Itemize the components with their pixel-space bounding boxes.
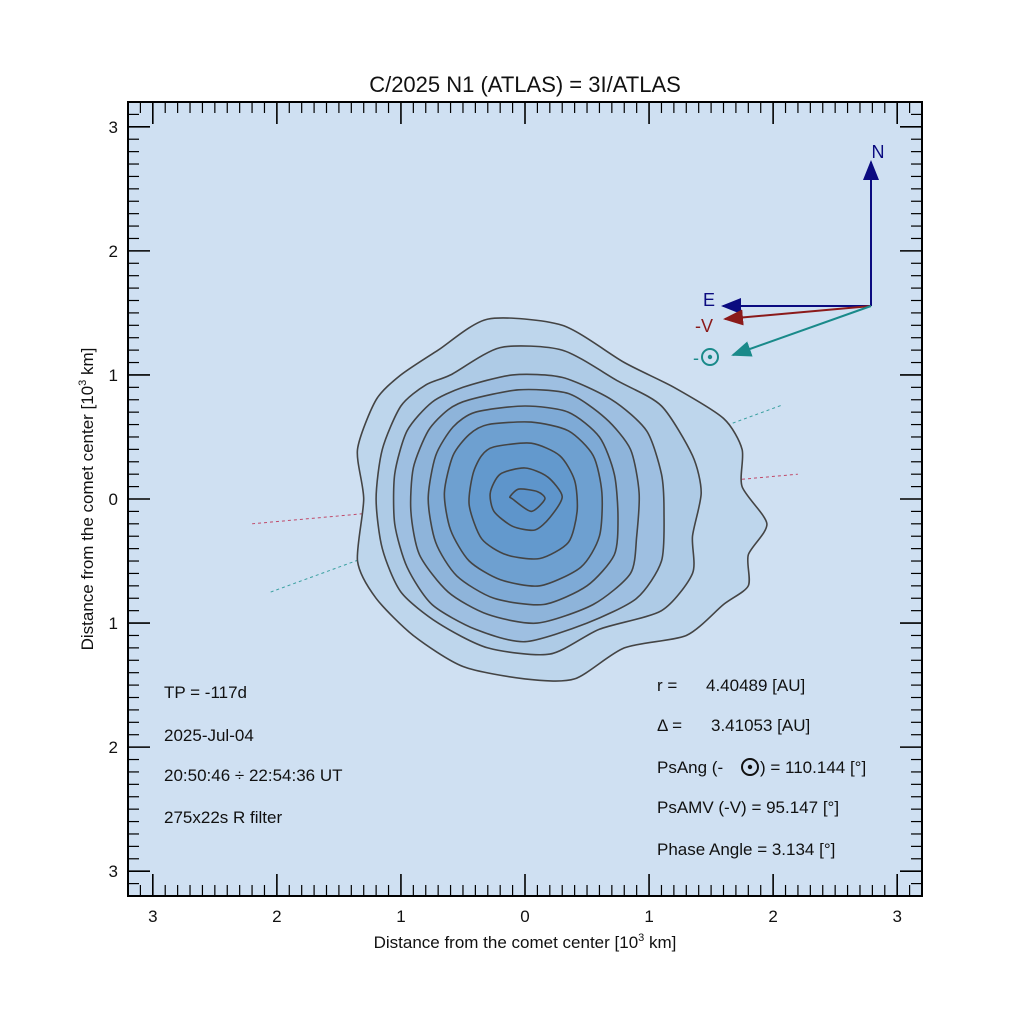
y-tick-label: 2 [109,738,118,757]
anti-sun-symbol-dot [707,354,713,360]
north-label: N [872,142,885,162]
anti-sun-arrow [731,305,872,357]
contour-level-9 [509,488,546,513]
east-label: E [703,290,715,310]
y-tick-label: 0 [109,490,118,509]
time-range-text: 20:50:46 ÷ 22:54:36 UT [164,766,343,785]
x-tick-label: 2 [768,907,777,926]
x-tick-label: 1 [644,907,653,926]
minus-v-arrow [723,305,872,326]
y-tick-label: 1 [109,366,118,385]
anti-sun-symbol-icon [701,348,719,366]
chart-title: C/2025 N1 (ATLAS) = 3I/ATLAS [369,72,681,97]
sun-symbol-dot [747,764,753,770]
y-tick-label: 3 [109,862,118,881]
x-tick-label: 2 [272,907,281,926]
r-value: 4.40489 [AU] [706,676,805,695]
orientation-arrows: N E -V - [693,142,885,368]
psang-label-pre: PsAng (- [657,758,723,777]
x-tick-label: 1 [396,907,405,926]
tp-text: TP = -117d [164,683,247,702]
x-axis-label: Distance from the comet center [103 km] [374,932,677,952]
y-tick-label: 2 [109,242,118,261]
phase-angle-text: Phase Angle = 3.134 [°] [657,840,835,859]
date-text: 2025-Jul-04 [164,726,254,745]
r-label: r = [657,676,677,695]
observation-info: TP = -117d 2025-Jul-04 20:50:46 ÷ 22:54:… [164,683,343,827]
psamv-text: PsAMV (-V) = 95.147 [°] [657,798,839,817]
exposure-text: 275x22s R filter [164,808,282,827]
x-tick-label: 3 [148,907,157,926]
y-axis-label: Distance from the comet center [103 km] [77,348,97,651]
y-tick-label: 3 [109,118,118,137]
psang-label-post: ) = 110.144 [°] [760,758,866,777]
x-tick-label: 0 [520,907,529,926]
delta-label: Δ = [657,716,682,735]
geometry-parameters: r = 4.40489 [AU] Δ = 3.41053 [AU] PsAng … [657,676,866,859]
anti-sun-label: - [693,348,699,368]
y-tick-label: 1 [109,614,118,633]
contour-levels [356,317,768,682]
delta-value: 3.41053 [AU] [711,716,810,735]
x-tick-label: 3 [892,907,901,926]
sun-symbol-icon [741,758,759,776]
axis-ticks [127,101,923,897]
axis-tick-labels: 3 2 1 0 1 2 3 3 2 1 0 1 2 3 [109,118,902,926]
minus-v-label: -V [695,316,713,336]
plot-frame [127,101,923,897]
